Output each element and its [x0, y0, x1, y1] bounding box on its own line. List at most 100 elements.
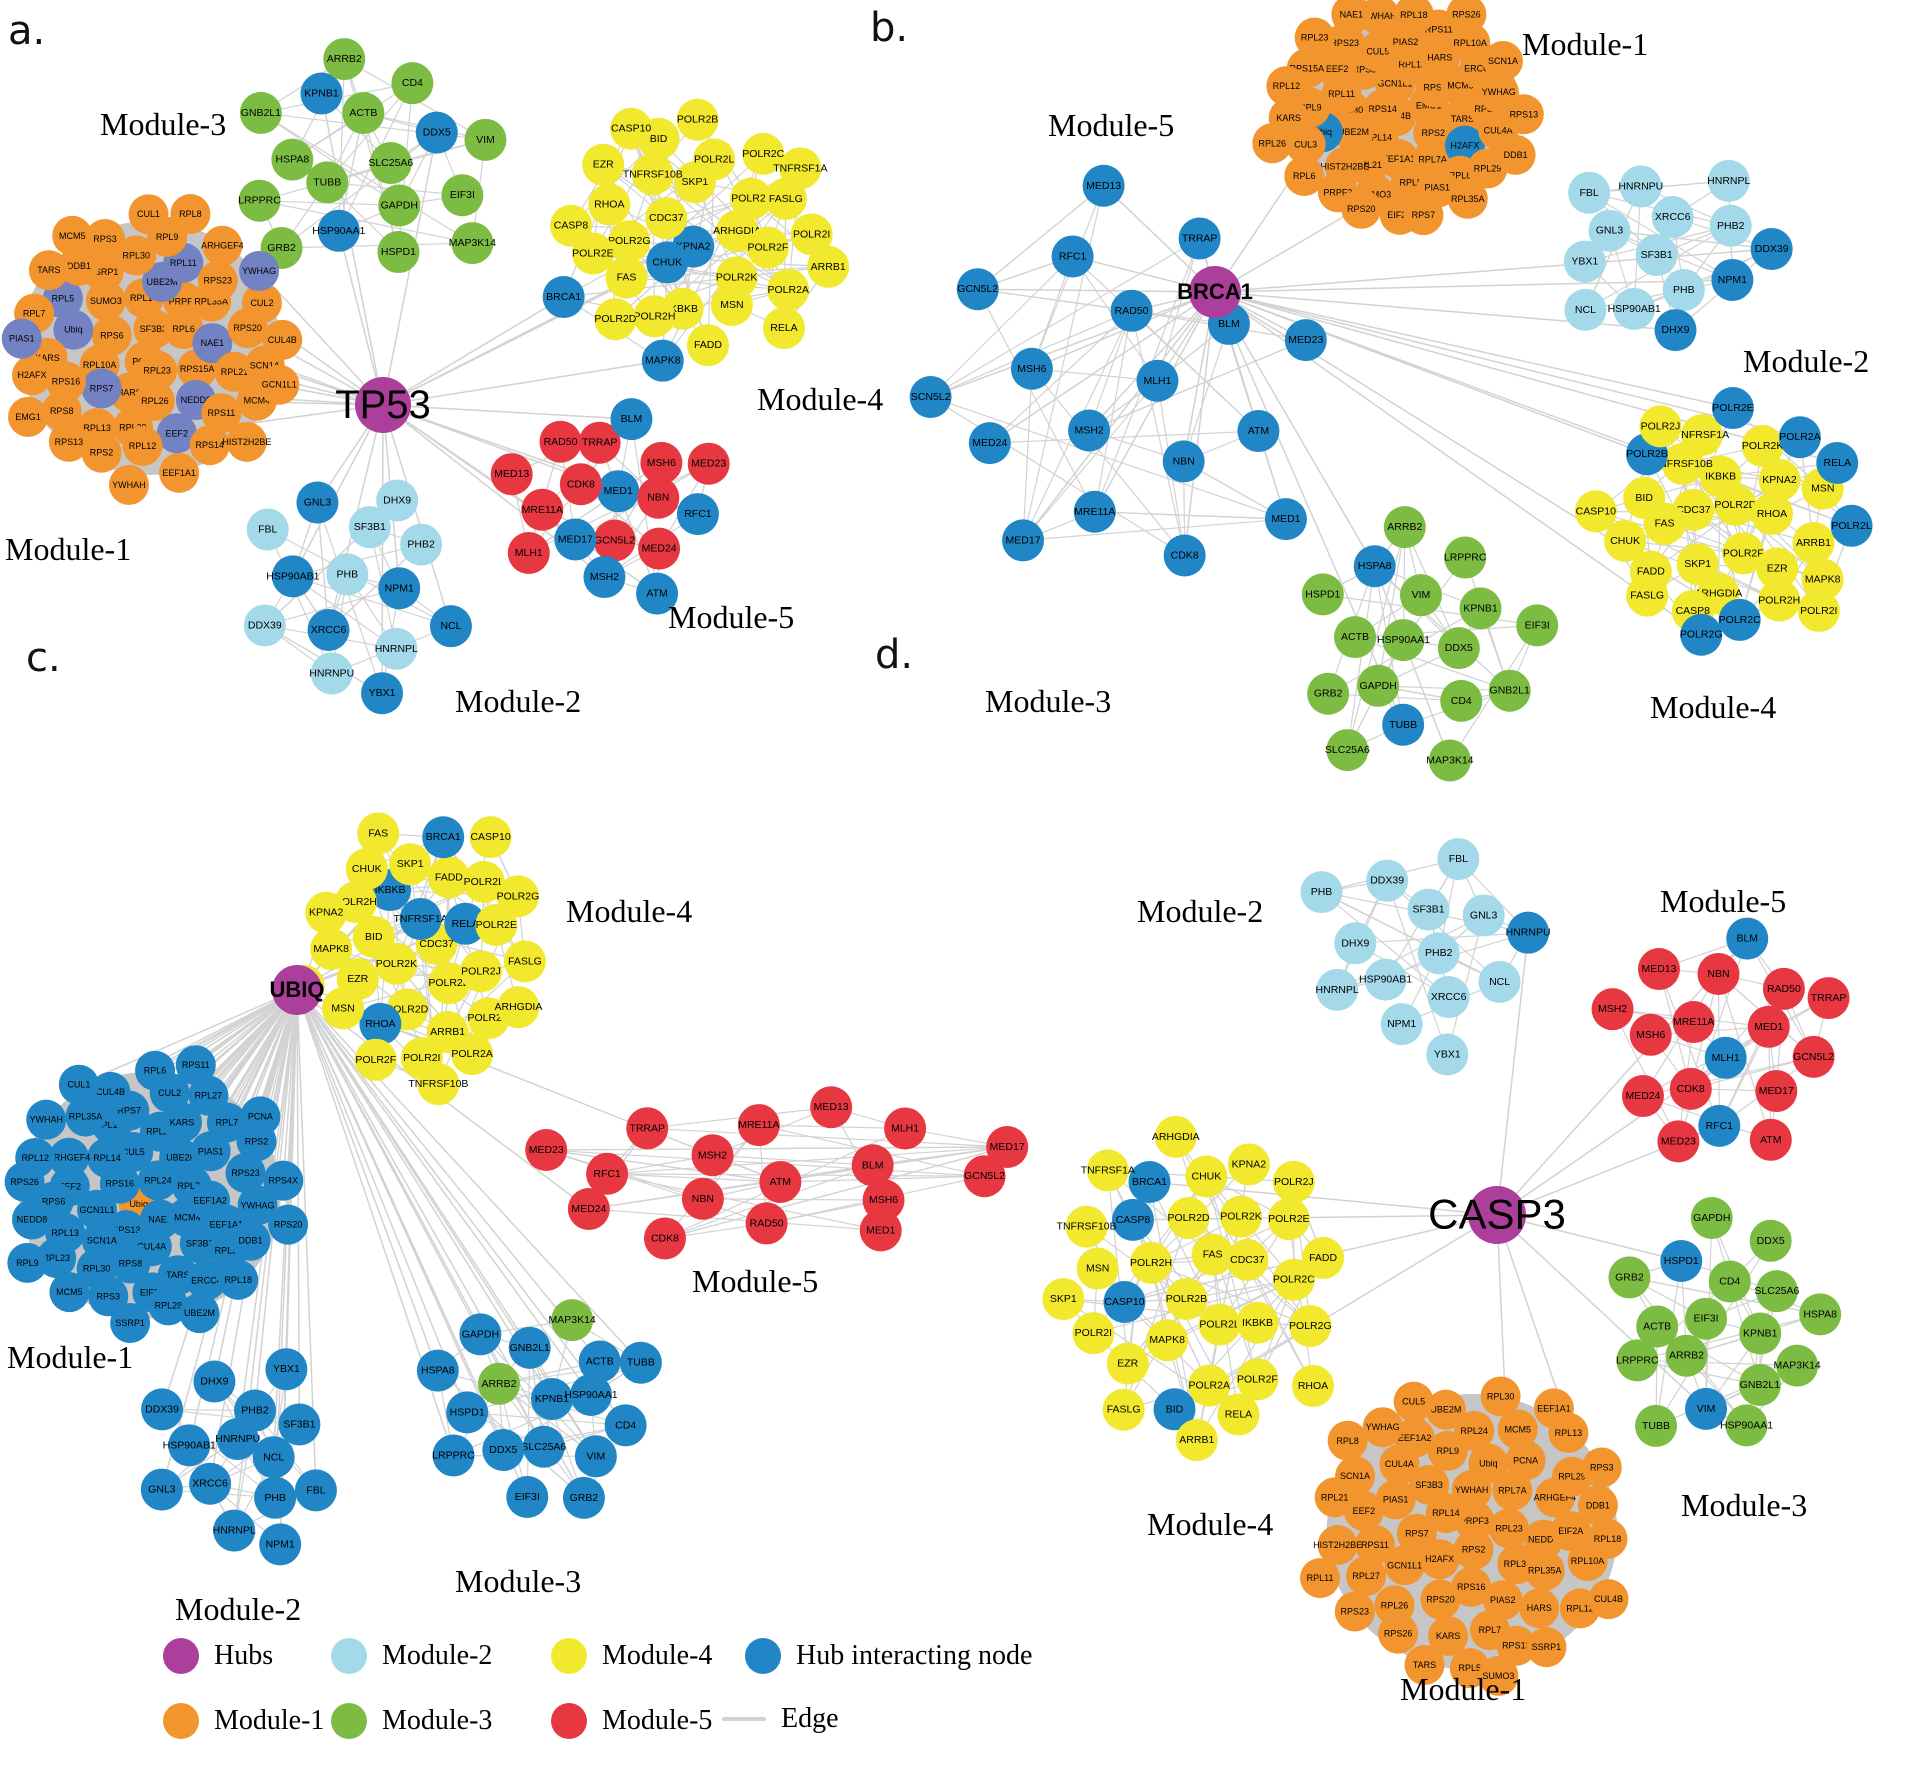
- node-DHX9[interactable]: [376, 479, 419, 522]
- node-EZR[interactable]: [582, 143, 625, 186]
- node-MED13[interactable]: [810, 1086, 853, 1129]
- node-HSP90AB1[interactable]: [271, 555, 314, 598]
- node-CHUK[interactable]: [1604, 519, 1647, 562]
- node-GCN1L1[interactable]: [76, 1189, 117, 1230]
- node-IKBKB[interactable]: [1699, 455, 1742, 498]
- node-GAPDH[interactable]: [1357, 664, 1400, 707]
- node-YBX1[interactable]: [1563, 240, 1606, 283]
- node-HSPA8[interactable]: [1799, 1293, 1842, 1336]
- node-HNRNPL[interactable]: [1316, 968, 1359, 1011]
- node-GCN1L1[interactable]: [259, 364, 300, 405]
- node-HIST2H2BE[interactable]: [226, 421, 267, 462]
- node-XRCC6[interactable]: [1427, 975, 1470, 1018]
- node-HNRNPU[interactable]: [310, 652, 353, 695]
- node-MED1[interactable]: [1264, 498, 1307, 541]
- node-TUBB[interactable]: [306, 161, 349, 204]
- node-GNL3[interactable]: [140, 1468, 183, 1511]
- node-RPS11[interactable]: [1354, 1524, 1395, 1565]
- node-DDB1[interactable]: [1495, 134, 1536, 175]
- node-POLR2L[interactable]: [462, 861, 505, 904]
- node-CDK8[interactable]: [643, 1217, 686, 1260]
- node-TARS[interactable]: [1404, 1644, 1445, 1685]
- node-YBX1[interactable]: [265, 1348, 308, 1391]
- node-POLR2B[interactable]: [1165, 1278, 1208, 1321]
- node-CASP10[interactable]: [1103, 1281, 1146, 1324]
- node-ARRB2[interactable]: [1383, 506, 1426, 549]
- node-RPL21[interactable]: [1314, 1477, 1355, 1518]
- node-RPS11[interactable]: [175, 1045, 216, 1086]
- node-KPNA2[interactable]: [1227, 1143, 1270, 1186]
- node-RPS4X[interactable]: [263, 1160, 304, 1201]
- node-RPL8[interactable]: [170, 194, 211, 235]
- node-POLR2I[interactable]: [790, 213, 833, 256]
- node-Ubiq[interactable]: [53, 309, 94, 350]
- node-MRE11A[interactable]: [1672, 1001, 1715, 1044]
- node-PHB2[interactable]: [400, 523, 443, 566]
- node-EEF1A1[interactable]: [1533, 1388, 1574, 1429]
- node-POLR2K[interactable]: [1741, 425, 1784, 468]
- node-DDX39[interactable]: [1750, 227, 1793, 270]
- node-ACTB[interactable]: [578, 1340, 621, 1383]
- node-H2AFX[interactable]: [12, 355, 53, 396]
- node-GAPDH[interactable]: [378, 184, 421, 227]
- node-SKP1[interactable]: [1042, 1278, 1085, 1321]
- node-UBE2M[interactable]: [1425, 1389, 1466, 1430]
- node-POLR2L[interactable]: [1198, 1303, 1241, 1346]
- node-MED24[interactable]: [1621, 1075, 1664, 1118]
- node-GAPDH[interactable]: [1690, 1197, 1733, 1240]
- node-CUL4B[interactable]: [1588, 1579, 1629, 1620]
- node-RPS20[interactable]: [268, 1204, 309, 1245]
- node-RPL35A[interactable]: [1524, 1550, 1565, 1591]
- node-XRCC6[interactable]: [189, 1462, 232, 1505]
- node-POLR2I[interactable]: [1072, 1312, 1115, 1355]
- node-CASP10[interactable]: [610, 107, 653, 150]
- node-SF3B1[interactable]: [1407, 888, 1450, 931]
- node-ACTB[interactable]: [1636, 1305, 1679, 1348]
- node-NBN[interactable]: [681, 1177, 724, 1220]
- node-ACTB[interactable]: [342, 92, 385, 135]
- node-RAD50[interactable]: [1110, 289, 1153, 332]
- node-FASLG[interactable]: [1626, 574, 1669, 617]
- node-FBL[interactable]: [294, 1469, 337, 1512]
- node-NPM1[interactable]: [1711, 258, 1754, 301]
- node-SCN1A[interactable]: [1482, 41, 1523, 82]
- node-DDX39[interactable]: [1366, 859, 1409, 902]
- node-KPNB1[interactable]: [1739, 1312, 1782, 1355]
- node-BID[interactable]: [352, 916, 395, 959]
- node-PIAS1[interactable]: [1, 318, 42, 359]
- node-NCL[interactable]: [1478, 960, 1521, 1003]
- node-HSPD1[interactable]: [1301, 573, 1344, 616]
- node-RPL23[interactable]: [1294, 17, 1335, 58]
- node-MSH6[interactable]: [640, 441, 683, 484]
- node-TUBB[interactable]: [1635, 1404, 1678, 1447]
- node-RELA[interactable]: [1816, 441, 1859, 484]
- node-ARRB1[interactable]: [1792, 521, 1835, 564]
- node-PIAS2[interactable]: [1482, 1580, 1523, 1621]
- node-POLR2G[interactable]: [1680, 613, 1723, 656]
- node-DHX9[interactable]: [1654, 309, 1697, 352]
- node-POLR2H[interactable]: [633, 295, 676, 338]
- node-CUL4B[interactable]: [90, 1071, 131, 1112]
- node-MED17[interactable]: [986, 1126, 1029, 1169]
- node-RPL6[interactable]: [1284, 156, 1325, 197]
- node-YBX1[interactable]: [361, 672, 404, 715]
- node-TNFRSF10B[interactable]: [631, 153, 674, 196]
- node-RHOA[interactable]: [1751, 492, 1794, 535]
- node-PHB2[interactable]: [1709, 204, 1752, 247]
- node-DDB1[interactable]: [58, 245, 99, 286]
- node-MRE11A[interactable]: [1073, 490, 1116, 533]
- node-FBL[interactable]: [1568, 171, 1611, 214]
- node-NCL[interactable]: [429, 605, 472, 648]
- node-FAS[interactable]: [605, 256, 648, 299]
- node-HIST2H2BE[interactable]: [1317, 1525, 1358, 1566]
- node-MAP3K14[interactable]: [551, 1299, 594, 1342]
- node-GNL3[interactable]: [1588, 209, 1631, 252]
- node-RPS8[interactable]: [41, 390, 82, 431]
- node-GAPDH[interactable]: [459, 1313, 502, 1356]
- node-DDB1[interactable]: [230, 1220, 271, 1261]
- node-HSPA8[interactable]: [1353, 545, 1396, 588]
- node-HARS[interactable]: [1519, 1588, 1560, 1629]
- node-NBN[interactable]: [637, 476, 680, 519]
- node-RPL12[interactable]: [1266, 66, 1307, 107]
- node-POLR2E[interactable]: [1711, 387, 1754, 430]
